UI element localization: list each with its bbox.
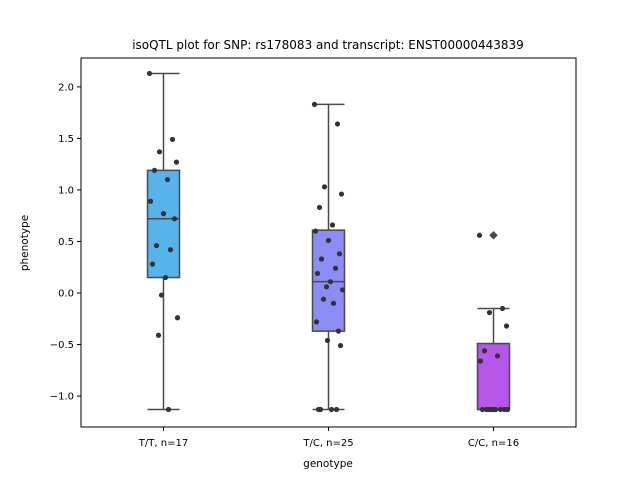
data-point: [323, 284, 330, 290]
x-tick-label: T/C, n=25: [302, 438, 353, 449]
data-point: [481, 348, 488, 354]
data-point: [171, 216, 178, 222]
data-point: [329, 222, 336, 228]
y-tick-label: 0.5: [58, 237, 74, 248]
data-point: [169, 136, 176, 143]
y-axis-label: phenotype: [19, 215, 31, 271]
y-tick-label: 1.5: [58, 134, 74, 145]
data-point: [339, 287, 346, 293]
y-tick-label: 2.0: [58, 82, 74, 93]
data-point: [146, 70, 153, 77]
data-point: [333, 406, 340, 413]
data-point: [486, 309, 493, 316]
data-point: [173, 159, 180, 165]
y-tick-label: 1.0: [58, 185, 74, 196]
data-point: [311, 101, 318, 107]
data-point: [328, 406, 335, 413]
data-point: [321, 184, 328, 190]
data-point: [324, 337, 331, 344]
data-point: [477, 358, 484, 364]
data-point: [492, 406, 499, 413]
data-point: [153, 242, 160, 249]
axes: −1.0 −0.5 0.0 0.5 1.0 1.5 2.0 T/T, n=17 T/C, n=2…: [50, 82, 519, 449]
data-point: [316, 204, 323, 211]
box: [476, 342, 511, 411]
data-point: [162, 274, 169, 281]
data-point: [156, 149, 163, 155]
data-point: [151, 167, 158, 173]
data-point: [164, 177, 171, 183]
data-point: [337, 342, 344, 349]
data-point: [479, 406, 486, 413]
data-point: [160, 211, 167, 217]
data-point: [149, 261, 156, 267]
data-point: [338, 191, 345, 197]
y-tick-label: −0.5: [50, 340, 74, 351]
data-point: [499, 305, 506, 312]
x-tick-label: T/T, n=17: [138, 438, 188, 449]
data-point: [335, 328, 342, 334]
data-point: [155, 332, 162, 338]
box: [311, 229, 346, 332]
data-point: [174, 315, 181, 321]
chart-title: isoQTL plot for SNP: rs178083 and transc…: [132, 38, 524, 52]
x-axis-label: genotype: [303, 458, 353, 470]
data-point: [503, 323, 510, 329]
data-point: [334, 121, 341, 127]
data-point: [476, 232, 483, 238]
data-point: [312, 228, 319, 234]
data-point: [315, 406, 322, 413]
box: [146, 169, 181, 279]
data-point: [497, 406, 504, 413]
data-point: [485, 406, 492, 413]
data-point: [320, 296, 327, 302]
data-point: [158, 292, 165, 298]
y-tick-label: 0.0: [58, 289, 74, 300]
y-tick-label: −1.0: [50, 392, 74, 403]
data-point: [325, 237, 332, 244]
data-point: [314, 270, 321, 277]
plot-area: [146, 70, 511, 413]
data-point: [327, 279, 334, 285]
data-point: [318, 256, 325, 262]
data-point: [165, 406, 172, 413]
data-point: [147, 198, 154, 204]
data-point: [313, 319, 320, 325]
data-point: [332, 265, 339, 271]
x-tick-label: C/C, n=16: [468, 438, 519, 449]
data-point: [336, 251, 343, 257]
outlier-marker: [489, 230, 498, 240]
data-point: [494, 353, 501, 359]
data-point: [167, 247, 174, 253]
data-point: [504, 406, 511, 413]
data-point: [330, 300, 337, 306]
